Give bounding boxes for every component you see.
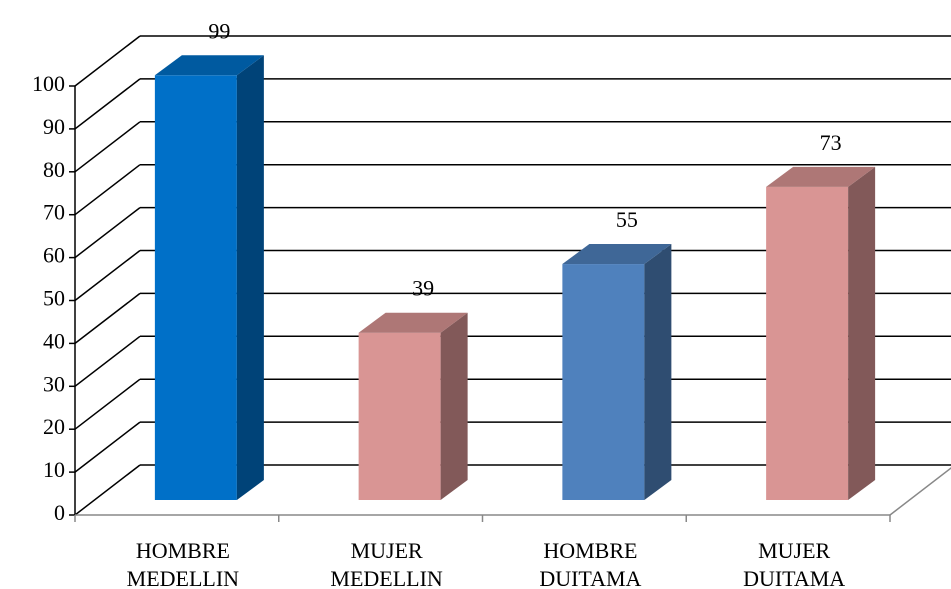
data-label: 55 bbox=[616, 207, 638, 232]
data-label: 39 bbox=[412, 276, 434, 301]
grid-diagonal bbox=[74, 249, 141, 302]
grid-diagonal bbox=[74, 207, 141, 259]
x-tick-label-line: MUJER bbox=[351, 538, 423, 563]
y-tick-label: 80 bbox=[43, 157, 65, 182]
x-tick-label-line: MEDELLIN bbox=[127, 566, 240, 589]
grid-diagonal bbox=[74, 378, 141, 430]
floor-edge bbox=[889, 467, 951, 516]
x-tick-label-line: HOMBRE bbox=[136, 538, 230, 563]
grid-diagonal bbox=[74, 78, 141, 130]
bar-front bbox=[766, 186, 849, 500]
y-tick-label: 50 bbox=[43, 286, 65, 311]
bar-side bbox=[848, 166, 876, 500]
x-tick-label-line: HOMBRE bbox=[543, 538, 637, 563]
bar bbox=[358, 312, 468, 500]
grid-diagonal bbox=[74, 464, 141, 516]
x-tick-label: HOMBRE MEDELLIN bbox=[127, 538, 240, 589]
bar bbox=[766, 166, 876, 500]
grid-diagonal bbox=[74, 335, 141, 387]
y-tick-label: 60 bbox=[43, 243, 65, 268]
y-tick-label: 20 bbox=[43, 414, 65, 439]
x-tick-label-line: MUJER bbox=[758, 538, 830, 563]
grid-diagonal bbox=[74, 121, 141, 173]
y-tick-label: 0 bbox=[54, 500, 65, 525]
bar-side bbox=[440, 312, 468, 500]
x-tick-label-line: DUITAMA bbox=[743, 566, 845, 589]
bar-top bbox=[766, 166, 876, 187]
bar-top bbox=[358, 312, 468, 333]
x-tick-label: MUJER DUITAMA bbox=[743, 538, 845, 589]
data-label: 73 bbox=[820, 130, 842, 155]
bar-front bbox=[358, 332, 441, 500]
x-tick-label-line: MEDELLIN bbox=[330, 566, 443, 589]
y-tick-label: 70 bbox=[43, 200, 65, 225]
bar-side bbox=[644, 244, 672, 500]
bar-top bbox=[154, 55, 264, 76]
y-tick-label: 90 bbox=[43, 114, 65, 139]
y-tick-label: 100 bbox=[32, 71, 65, 96]
x-tick-label: MUJER MEDELLIN bbox=[330, 538, 443, 589]
data-label: 99 bbox=[208, 18, 230, 43]
bar bbox=[562, 244, 672, 500]
bar-top bbox=[562, 244, 672, 265]
x-tick-label: HOMBRE DUITAMA bbox=[539, 538, 641, 589]
bar-side bbox=[236, 55, 264, 500]
grid-diagonal bbox=[74, 164, 141, 216]
grid-diagonal bbox=[74, 292, 141, 344]
bar-front bbox=[154, 75, 237, 500]
x-tick-label-line: DUITAMA bbox=[539, 566, 641, 589]
y-tick-label: 10 bbox=[43, 457, 65, 482]
grid-diagonal bbox=[74, 35, 141, 87]
y-tick-label: 30 bbox=[43, 371, 65, 396]
bar-front bbox=[562, 264, 645, 500]
grid-diagonal bbox=[74, 421, 141, 473]
y-tick-label: 40 bbox=[43, 328, 65, 353]
bar bbox=[154, 55, 264, 500]
